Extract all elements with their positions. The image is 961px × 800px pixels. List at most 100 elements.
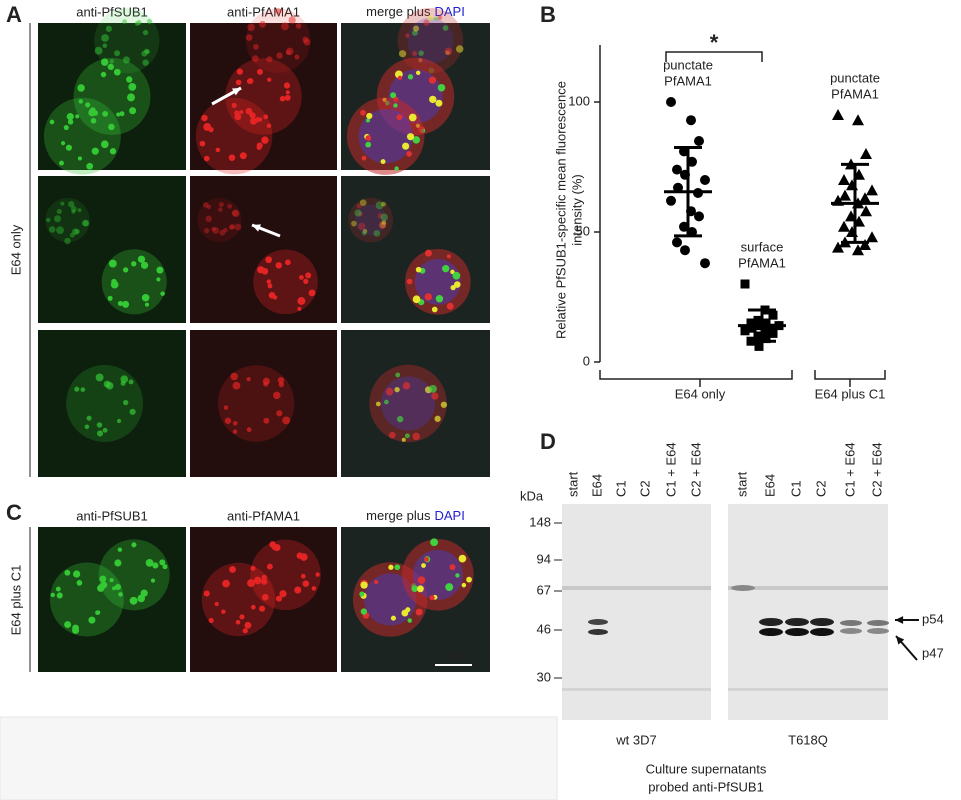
puncta	[358, 222, 366, 230]
puncta	[273, 391, 281, 400]
data-point	[761, 334, 771, 344]
puncta	[49, 119, 55, 125]
puncta	[365, 141, 372, 148]
puncta	[56, 226, 64, 235]
puncta	[232, 429, 238, 434]
cell	[98, 539, 170, 611]
puncta	[88, 616, 96, 624]
puncta	[224, 417, 232, 424]
puncta	[94, 46, 103, 55]
puncta	[242, 628, 248, 634]
puncta	[59, 160, 64, 166]
puncta	[408, 113, 417, 122]
data-point	[768, 310, 778, 320]
puncta	[380, 159, 386, 165]
puncta	[81, 219, 89, 227]
data-point	[859, 239, 871, 250]
puncta	[72, 626, 80, 634]
puncta	[142, 29, 149, 36]
series-label: PfAMA1	[831, 86, 879, 101]
puncta	[232, 381, 241, 390]
puncta	[412, 295, 421, 304]
puncta	[425, 249, 432, 257]
arrow-head	[232, 88, 241, 96]
y-axis-title: intensity (%)	[569, 174, 584, 246]
puncta	[445, 583, 454, 592]
protein-band	[785, 628, 809, 636]
puncta	[302, 580, 310, 587]
puncta	[156, 277, 161, 282]
puncta	[75, 114, 80, 119]
puncta	[63, 124, 69, 131]
protein-band	[810, 618, 834, 626]
protein-band	[867, 628, 889, 634]
puncta	[109, 59, 115, 64]
puncta	[144, 302, 150, 307]
puncta	[396, 114, 403, 121]
puncta	[374, 579, 379, 585]
puncta	[86, 415, 92, 421]
puncta	[90, 117, 97, 124]
lane-label: C1 + E64	[663, 442, 678, 497]
puncta	[114, 583, 121, 591]
puncta	[84, 424, 90, 430]
puncta	[461, 582, 467, 588]
puncta	[102, 427, 108, 433]
puncta	[56, 592, 63, 599]
background-band	[562, 586, 711, 590]
protein-band	[588, 629, 608, 635]
puncta	[102, 110, 109, 117]
puncta	[239, 614, 245, 620]
nucleus	[407, 17, 454, 64]
data-point	[838, 220, 850, 232]
puncta	[283, 82, 291, 89]
scale-bar-label: 5μm	[440, 646, 466, 661]
puncta	[74, 386, 80, 392]
puncta	[202, 202, 209, 208]
data-point	[754, 341, 764, 351]
puncta	[77, 156, 82, 161]
puncta	[214, 601, 219, 607]
puncta	[129, 596, 138, 605]
puncta	[297, 297, 306, 305]
band-label: p47	[922, 645, 944, 660]
puncta	[65, 144, 72, 151]
puncta	[416, 585, 424, 593]
lane-label: start	[565, 471, 580, 497]
data-point	[761, 318, 771, 328]
puncta	[299, 275, 304, 280]
series-label: punctate	[663, 57, 713, 72]
puncta	[437, 83, 446, 92]
puncta	[122, 300, 130, 308]
puncta	[446, 254, 451, 259]
cell	[217, 365, 295, 442]
puncta	[95, 373, 104, 382]
protein-band	[840, 628, 862, 634]
puncta	[275, 8, 282, 15]
lane-label: C1 + E64	[842, 442, 857, 497]
puncta	[99, 575, 107, 583]
puncta	[413, 25, 420, 32]
puncta	[256, 142, 263, 149]
puncta	[397, 415, 404, 423]
puncta	[116, 418, 122, 424]
protein-band	[810, 628, 834, 636]
puncta	[263, 381, 269, 387]
puncta	[232, 209, 240, 218]
caption: probed anti-PfSUB1	[648, 779, 764, 794]
puncta	[390, 92, 397, 99]
puncta	[246, 427, 252, 433]
data-point	[866, 184, 878, 196]
puncta	[305, 272, 312, 279]
puncta	[100, 581, 108, 589]
data-point	[694, 211, 704, 222]
column-header: anti-PfAMA1	[227, 4, 300, 19]
puncta	[208, 617, 214, 624]
data-point	[680, 245, 690, 256]
puncta	[303, 38, 311, 46]
puncta	[256, 68, 263, 75]
puncta	[92, 110, 98, 116]
puncta	[412, 432, 420, 441]
puncta	[91, 147, 99, 155]
puncta	[55, 586, 61, 592]
